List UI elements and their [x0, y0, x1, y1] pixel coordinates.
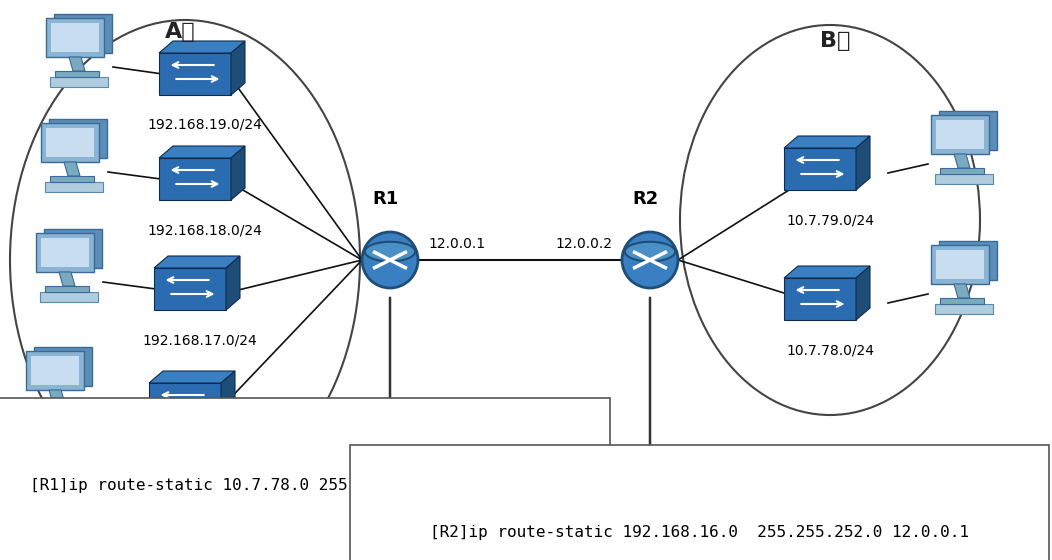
Polygon shape	[59, 272, 75, 286]
Text: 192.168.17.0/24: 192.168.17.0/24	[143, 333, 258, 347]
Polygon shape	[936, 250, 984, 279]
Polygon shape	[939, 241, 996, 280]
Polygon shape	[931, 115, 989, 154]
Polygon shape	[784, 148, 856, 190]
Text: 192.168.18.0/24: 192.168.18.0/24	[147, 223, 262, 237]
Polygon shape	[935, 174, 993, 184]
Ellipse shape	[625, 242, 675, 262]
Ellipse shape	[365, 259, 416, 278]
Polygon shape	[32, 356, 79, 385]
Polygon shape	[41, 123, 99, 162]
Ellipse shape	[365, 242, 416, 262]
Polygon shape	[784, 136, 870, 148]
Polygon shape	[35, 347, 92, 386]
Polygon shape	[221, 371, 235, 425]
Polygon shape	[37, 233, 94, 272]
Polygon shape	[856, 136, 870, 190]
Polygon shape	[226, 256, 240, 310]
Polygon shape	[35, 404, 79, 410]
Polygon shape	[784, 278, 856, 320]
Polygon shape	[55, 71, 99, 77]
Polygon shape	[154, 268, 226, 310]
Polygon shape	[940, 168, 984, 174]
Polygon shape	[52, 23, 99, 52]
Polygon shape	[159, 158, 231, 200]
Polygon shape	[149, 383, 221, 425]
Polygon shape	[159, 146, 245, 158]
Polygon shape	[41, 238, 88, 267]
Polygon shape	[50, 77, 107, 87]
Polygon shape	[935, 304, 993, 314]
Text: R2: R2	[632, 190, 659, 208]
Polygon shape	[45, 182, 103, 192]
Polygon shape	[50, 176, 94, 182]
Text: B区: B区	[820, 31, 850, 51]
Text: A区: A区	[165, 22, 196, 42]
Polygon shape	[64, 162, 80, 176]
Polygon shape	[49, 119, 106, 158]
Text: 10.7.79.0/24: 10.7.79.0/24	[786, 213, 874, 227]
Polygon shape	[46, 18, 104, 57]
Text: [R2]ip route-static 192.168.16.0  255.255.252.0 12.0.0.1: [R2]ip route-static 192.168.16.0 255.255…	[430, 525, 969, 540]
Polygon shape	[159, 53, 231, 95]
Polygon shape	[940, 298, 984, 304]
Ellipse shape	[625, 259, 675, 278]
Polygon shape	[159, 41, 245, 53]
Polygon shape	[149, 371, 235, 383]
Polygon shape	[936, 120, 984, 149]
Text: 192.168.16.0/24: 192.168.16.0/24	[138, 448, 252, 462]
Polygon shape	[49, 390, 65, 404]
Polygon shape	[55, 14, 112, 53]
Polygon shape	[954, 154, 970, 168]
Text: [R1]ip route-static 10.7.78.0 255.255.254.0 12.0.0.2: [R1]ip route-static 10.7.78.0 255.255.25…	[31, 478, 530, 493]
Polygon shape	[939, 111, 996, 150]
Text: 192.168.19.0/24: 192.168.19.0/24	[147, 118, 262, 132]
Polygon shape	[784, 266, 870, 278]
Polygon shape	[46, 128, 94, 157]
Polygon shape	[69, 57, 85, 71]
Polygon shape	[31, 410, 87, 420]
Polygon shape	[154, 256, 240, 268]
Polygon shape	[40, 292, 98, 302]
Text: 12.0.0.2: 12.0.0.2	[555, 237, 612, 251]
Text: 12.0.0.1: 12.0.0.1	[428, 237, 485, 251]
Circle shape	[622, 232, 677, 288]
Polygon shape	[231, 146, 245, 200]
Text: R1: R1	[371, 190, 398, 208]
Polygon shape	[954, 284, 970, 298]
Polygon shape	[856, 266, 870, 320]
Polygon shape	[231, 41, 245, 95]
Polygon shape	[44, 229, 102, 268]
Text: 10.7.78.0/24: 10.7.78.0/24	[786, 343, 874, 357]
Polygon shape	[45, 286, 89, 292]
Polygon shape	[26, 351, 84, 390]
Circle shape	[362, 232, 418, 288]
Polygon shape	[931, 245, 989, 284]
